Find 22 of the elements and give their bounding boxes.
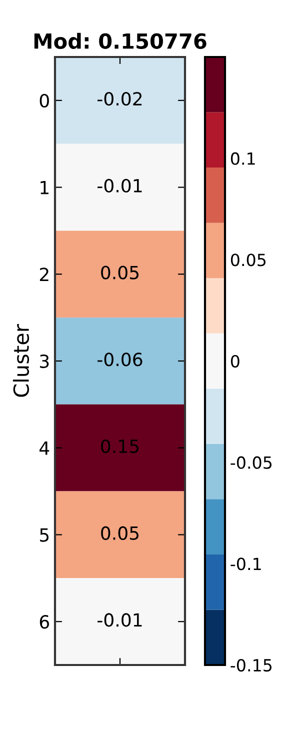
data-label: -0.02 <box>98 92 142 106</box>
y-tick-label: 4 <box>40 442 50 455</box>
data-label: 0.05 <box>101 266 139 280</box>
color-bar-label: -0.15 <box>230 658 272 672</box>
y-axis-title: Cluster <box>12 324 30 397</box>
data-label: -0.01 <box>98 613 142 627</box>
color-bar-label: -0.1 <box>230 558 261 570</box>
data-label: -0.06 <box>98 352 142 366</box>
y-tick-label: 5 <box>40 528 49 542</box>
data-label: -0.01 <box>98 178 142 193</box>
color-bar-label: 0.05 <box>230 254 266 266</box>
y-tick-label: 0 <box>40 94 49 108</box>
data-label: 0.15 <box>101 439 139 454</box>
color-bar-label: -0.05 <box>230 456 272 469</box>
y-tick-label: 6 <box>40 615 49 629</box>
color-bar-label: 0 <box>230 354 240 368</box>
y-tick-label: 3 <box>40 354 49 368</box>
color-bar-label: 0.1 <box>230 152 255 165</box>
y-tick-label: 1 <box>40 180 48 194</box>
data-label: 0.05 <box>101 526 139 540</box>
y-tick-label: 2 <box>40 268 48 282</box>
chart-title: Mod: 0.150776 <box>34 32 206 49</box>
